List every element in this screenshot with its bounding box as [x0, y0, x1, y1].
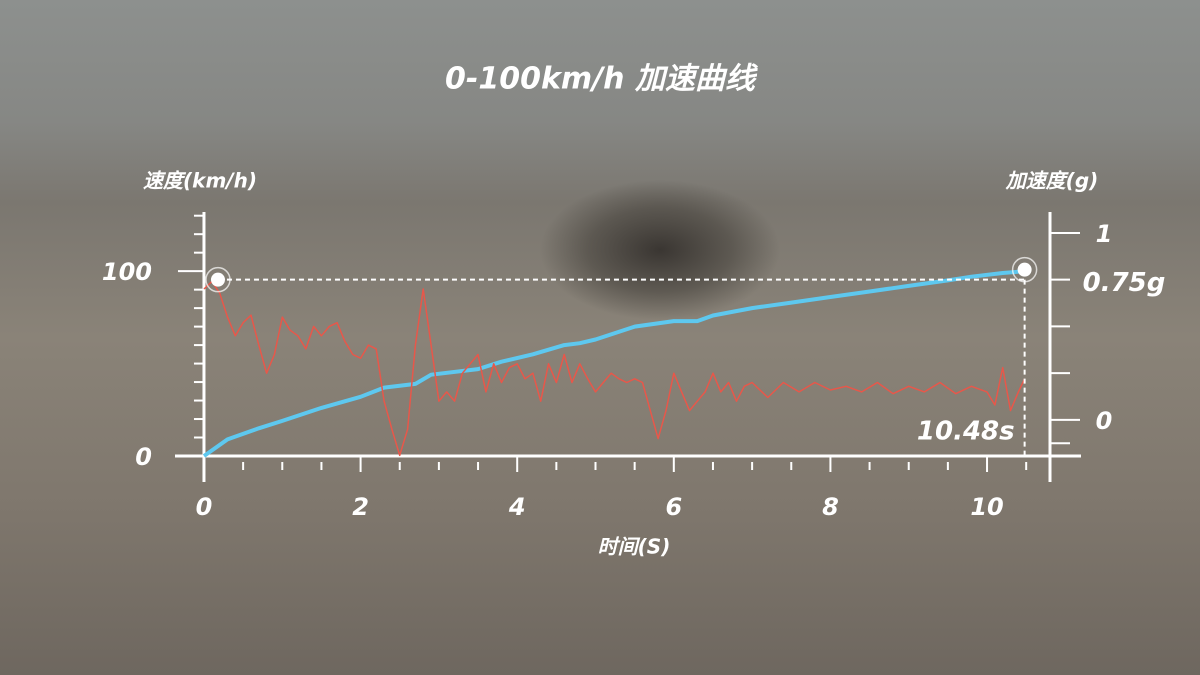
x-tick-label: 8	[822, 493, 839, 521]
x-tick-label: 10	[970, 493, 1003, 521]
line-series	[202, 269, 1025, 458]
g-label: 0.75g	[1083, 268, 1166, 298]
x-tick-label: 2	[352, 493, 369, 521]
y-axis-label: 速度(km/h)	[143, 169, 257, 193]
chart-title: 0-100km/h 加速曲线	[445, 62, 759, 97]
line-series	[203, 280, 1026, 457]
x-tick-label: 6	[665, 493, 682, 521]
y2-tick-label: 1	[1096, 220, 1113, 248]
marker-ring	[205, 266, 231, 293]
time-label: 10.48s	[917, 417, 1015, 447]
y2-tick-label: 0	[1096, 407, 1113, 435]
y-tick-label: 100	[102, 258, 152, 286]
marker-dot	[210, 272, 225, 287]
y-tick-label: 0	[135, 443, 152, 471]
y2-axis-label: 加速度(g)	[1005, 169, 1099, 193]
marker-dot	[1017, 262, 1032, 277]
x-axis-label: 时间(S)	[598, 535, 671, 559]
marker-ring	[1011, 256, 1038, 283]
x-tick-label: 4	[508, 493, 526, 521]
x-tick-label: 0	[196, 493, 213, 521]
